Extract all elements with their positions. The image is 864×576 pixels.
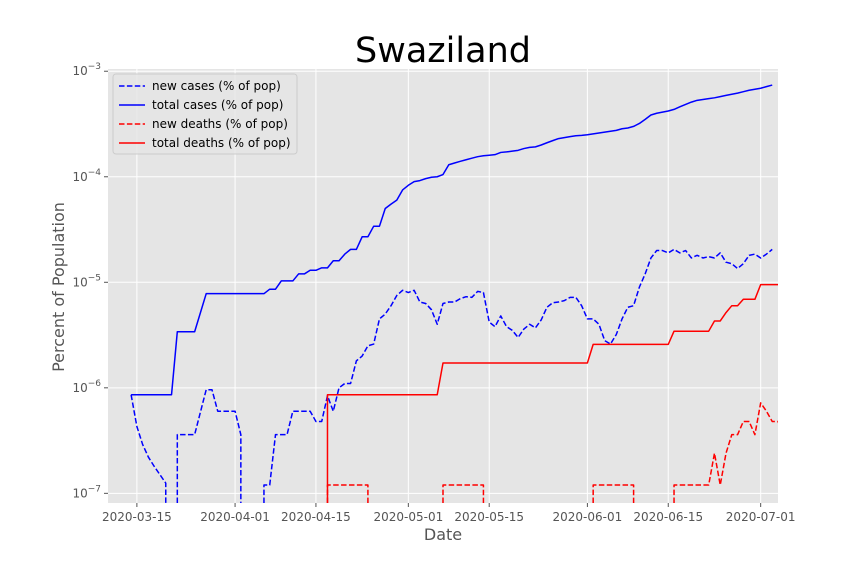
y-tick-exponent: −3 — [88, 62, 101, 72]
y-tick-exponent: −5 — [88, 273, 101, 283]
legend-label: new cases (% of pop) — [152, 79, 281, 93]
y-tick-exponent: −6 — [88, 379, 102, 389]
y-tick-exponent: −4 — [88, 168, 102, 178]
y-tick-label: 10−3 — [72, 62, 101, 78]
series-line-3 — [326, 283, 778, 503]
y-tick-base: 10 — [72, 381, 87, 395]
y-tick-exponent: −7 — [88, 484, 101, 494]
y-tick-label: 10−5 — [72, 273, 101, 289]
y-tick-base: 10 — [72, 64, 87, 78]
y-tick-label: 10−7 — [72, 484, 101, 500]
y-tick-base: 10 — [72, 486, 87, 500]
legend-box — [112, 73, 298, 155]
x-tick-label: 2020-06-15 — [633, 510, 703, 524]
x-tick-label: 2020-04-15 — [281, 510, 351, 524]
y-tick-base: 10 — [72, 275, 87, 289]
y-axis-title: Percent of Population — [49, 202, 68, 372]
x-axis-title: Date — [424, 525, 462, 544]
y-tick-label: 10−4 — [72, 168, 101, 184]
chart-title: Swaziland — [355, 31, 531, 71]
legend-label: new deaths (% of pop) — [152, 117, 288, 131]
x-tick-label: 2020-04-01 — [200, 510, 270, 524]
x-tick-label: 2020-05-01 — [373, 510, 443, 524]
legend-label: total cases (% of pop) — [152, 98, 283, 112]
x-tick-label: 2020-07-01 — [726, 510, 796, 524]
y-axis-ticks: 10−710−610−510−410−3 — [72, 62, 108, 500]
series-line-1 — [131, 84, 773, 396]
x-tick-label: 2020-06-01 — [553, 510, 623, 524]
y-tick-label: 10−6 — [72, 379, 101, 395]
y-tick-base: 10 — [72, 170, 87, 184]
series-line-0 — [130, 248, 773, 503]
x-tick-label: 2020-05-15 — [454, 510, 524, 524]
x-axis-ticks: 2020-03-15 2020-04-01 2020-04-15 2020-05-01… — [102, 503, 796, 524]
x-tick-label: 2020-03-15 — [102, 510, 172, 524]
series-layer — [130, 84, 778, 503]
legend-label: total deaths (% of pop) — [152, 136, 291, 150]
legend: new cases (% of pop) total cases (% of po… — [112, 73, 298, 155]
grid — [108, 69, 778, 503]
